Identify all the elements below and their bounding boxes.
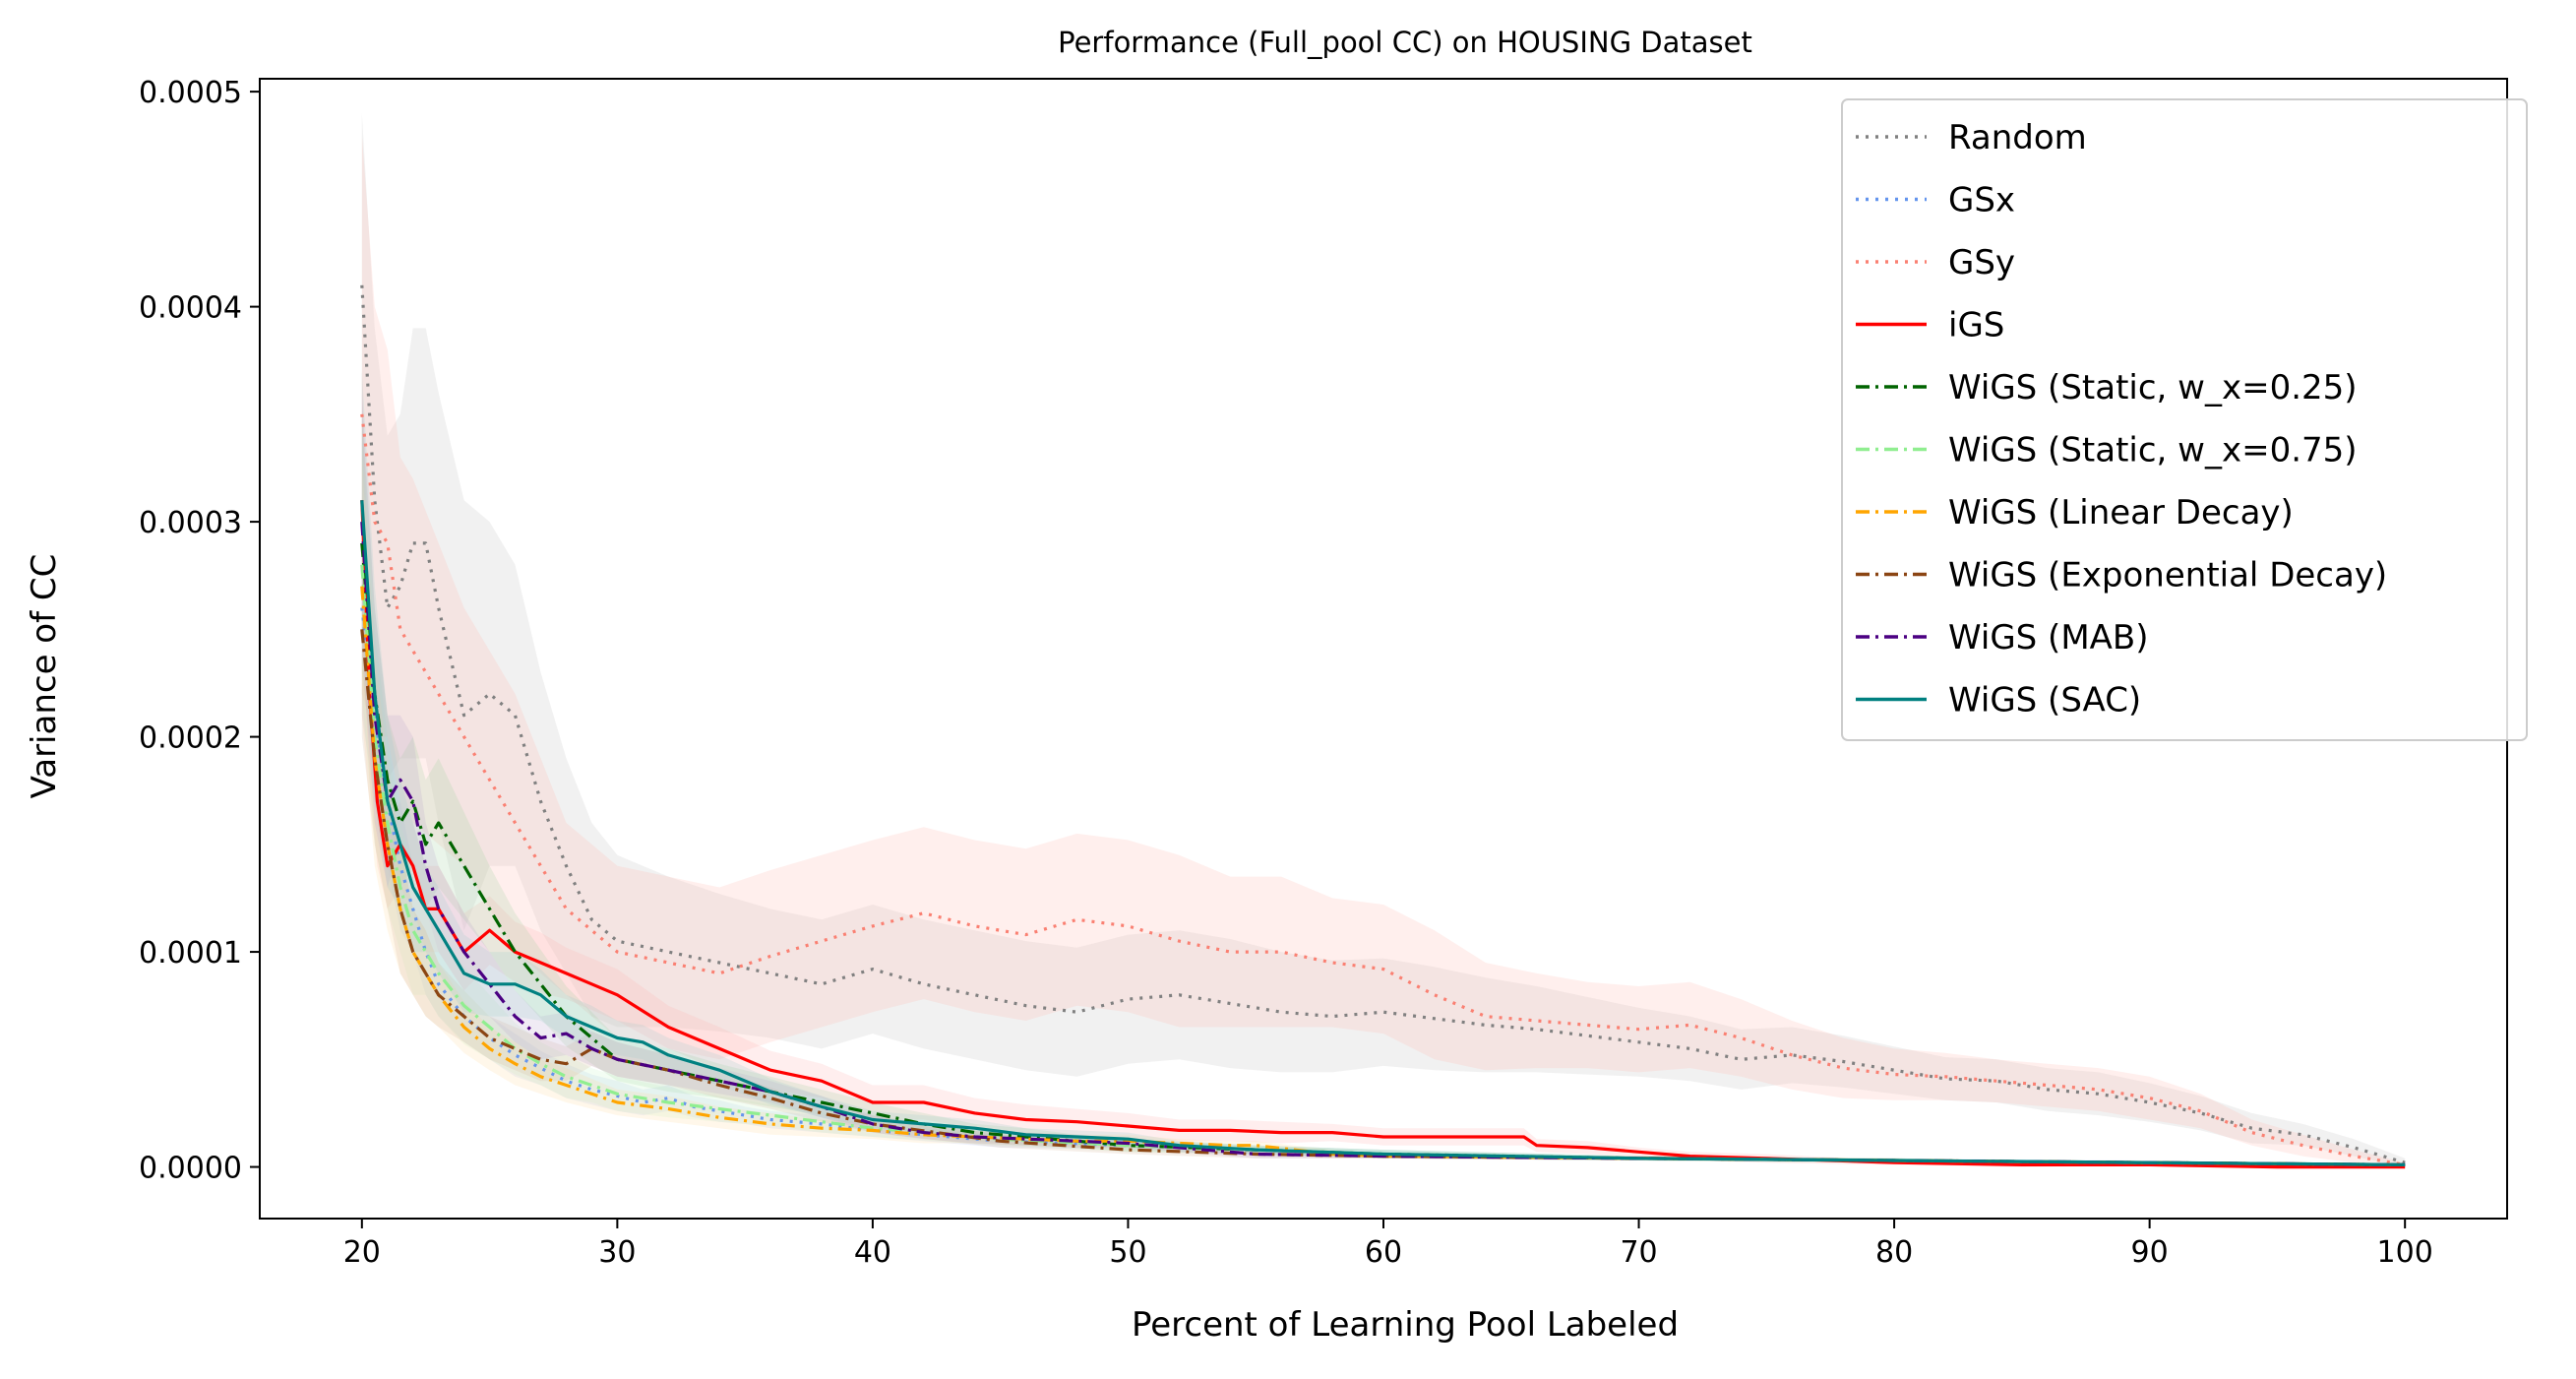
gsy-legend-label: GSy — [1948, 243, 2015, 282]
y-tick-label: 0.0003 — [139, 506, 242, 540]
gsx-legend-label: GSx — [1948, 181, 2015, 220]
wigs-static-w-x-0-75-band — [361, 435, 2406, 1165]
y-tick-label: 0.0004 — [139, 291, 242, 326]
wigs-linear-decay-band — [361, 457, 2406, 1165]
gsy-line — [360, 413, 2406, 1166]
series-lines — [360, 284, 2406, 1169]
random-line — [360, 284, 2406, 1164]
gsy-band — [361, 134, 2406, 1167]
igs-legend-label: iGS — [1948, 306, 2004, 345]
x-tick-label: 30 — [598, 1235, 636, 1270]
legend-box — [1841, 98, 2528, 741]
x-axis-label: Percent of Learning Pool Labeled — [1132, 1305, 1679, 1345]
x-tick-label: 50 — [1109, 1235, 1146, 1270]
wigs-sac-line — [360, 500, 2406, 1166]
y-tick-label: 0.0001 — [139, 936, 242, 971]
confidence-bands — [361, 113, 2406, 1167]
y-tick-label: 0.0002 — [139, 721, 242, 756]
x-tick-label: 100 — [2377, 1235, 2433, 1270]
x-tick-label: 20 — [343, 1235, 381, 1270]
wigs-mab-legend-label: WiGS (MAB) — [1948, 618, 2149, 658]
y-axis-label: Variance of CC — [25, 554, 64, 799]
x-axis-ticks: 20 30 40 50 60 70 80 90 100 — [343, 1219, 2433, 1270]
y-tick-label: 0.0000 — [139, 1152, 242, 1186]
x-tick-label: 90 — [2131, 1235, 2169, 1270]
wigs-sac-legend-label: WiGS (SAC) — [1948, 681, 2141, 721]
wigs-linear-decay-legend-label: WiGS (Linear Decay) — [1948, 493, 2294, 533]
wigs-static-w-x-0-75-line — [360, 564, 2406, 1166]
x-tick-label: 70 — [1620, 1235, 1657, 1270]
wigs-exponential-decay-legend-label: WiGS (Exponential Decay) — [1948, 556, 2387, 595]
random-legend-label: Random — [1948, 118, 2087, 157]
chart-title: Performance (Full_pool CC) on HOUSING Da… — [1058, 26, 1752, 59]
y-axis-ticks: 0.0000 0.0001 0.0002 0.0003 0.0004 0.0005 — [139, 76, 260, 1186]
y-tick-label: 0.0005 — [139, 76, 242, 110]
legend: Random GSx GSy iGS WiGS (Static, w_x=0.25) Wi… — [1841, 98, 2528, 741]
x-tick-label: 60 — [1365, 1235, 1402, 1270]
x-tick-label: 40 — [854, 1235, 891, 1270]
x-tick-label: 80 — [1875, 1235, 1913, 1270]
wigs-static-w-x-0-75-legend-label: WiGS (Static, w_x=0.75) — [1948, 431, 2358, 470]
wigs-static-w-x-0-25-legend-label: WiGS (Static, w_x=0.25) — [1948, 368, 2358, 407]
